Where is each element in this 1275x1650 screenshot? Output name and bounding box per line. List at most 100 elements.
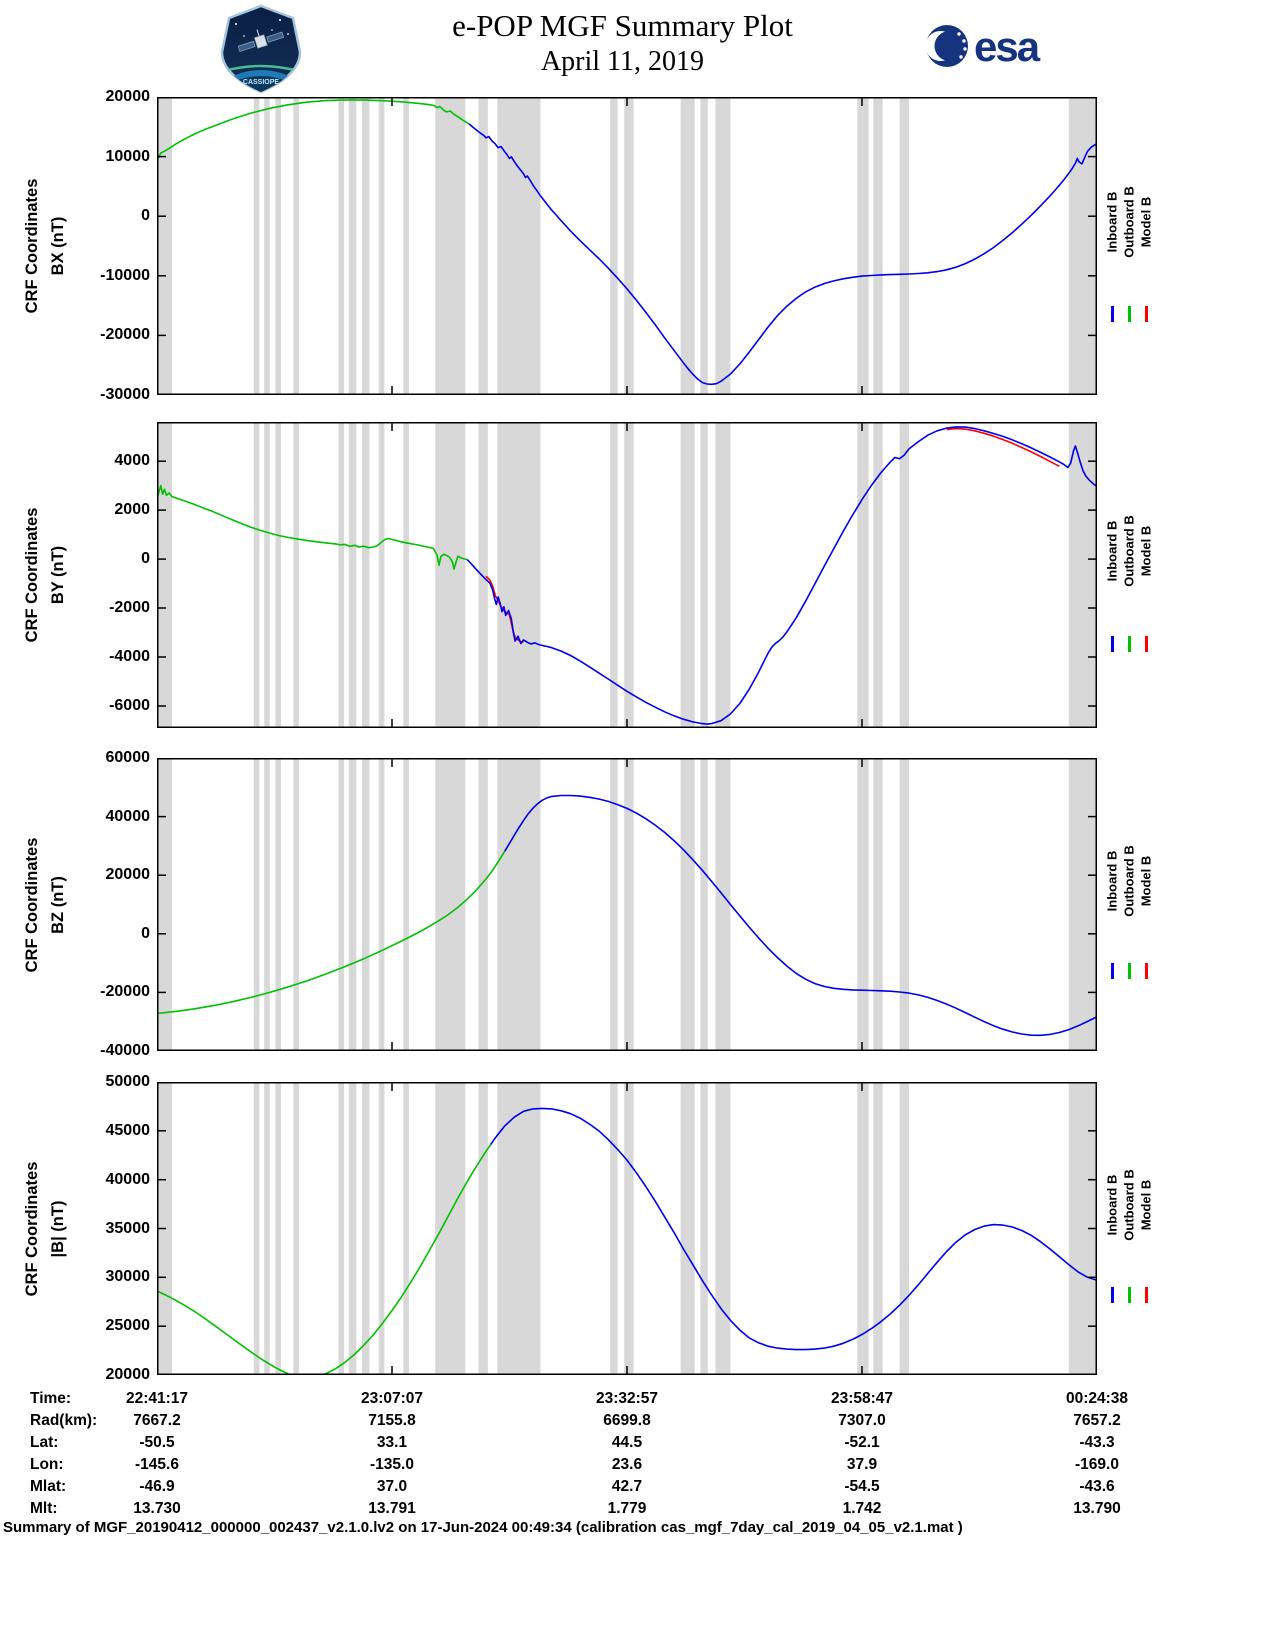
y-axis-label-line2: BZ (nT) [49,875,67,934]
data-gap-band [275,758,281,1051]
data-gap-band [253,97,260,395]
table-row-label: Time: [30,1390,72,1407]
data-gap-band [700,1082,708,1375]
data-gap-band [264,1082,270,1375]
table-cell: 1.742 [842,1500,882,1517]
table-cell: -52.1 [844,1434,880,1451]
data-gap-band [293,97,299,395]
table-cell: 13.790 [1073,1500,1121,1517]
data-gap-band [700,97,708,395]
data-gap-band [253,1082,260,1375]
y-axis-label: CRF Coordinates BY (nT) [19,508,71,643]
y-axis-label-line1: CRF Coordinates [23,837,41,972]
table-row-label: Mlat: [30,1478,67,1495]
data-gap-band [378,758,385,1051]
data-gap-band [361,422,370,728]
plot-title-line2: April 11, 2019 [540,46,705,77]
y-tick-label: -10000 [100,266,150,284]
data-gap-band [610,1082,618,1375]
y-axis-label-line2: |B| (nT) [49,1200,67,1257]
data-gap-band [264,422,270,728]
y-tick-label: 0 [141,207,150,225]
data-gap-band [293,1082,299,1375]
data-gap-band [624,97,634,395]
data-gap-band [275,422,281,728]
table-cell: 23:58:47 [830,1390,894,1407]
series-inboard-b [468,123,1097,386]
y-tick-label: 20000 [105,88,151,105]
table-cell: 7657.2 [1073,1412,1121,1429]
y-tick-label: 0 [141,924,150,942]
table-cell: 23:07:07 [360,1390,424,1407]
table-row-label: Rad(km): [30,1412,98,1429]
panel-frame [157,1082,1097,1375]
series-inboard-b [504,794,1097,1037]
y-axis-label-line1: CRF Coordinates [23,178,41,314]
table-cell: -50.5 [139,1434,175,1451]
data-gap-band [680,97,695,395]
data-gap-band [478,1082,488,1375]
patch-label: CASSIOPE [243,79,280,86]
data-gap-band [700,758,708,1051]
table-cell: 33.1 [376,1434,408,1451]
panel-frame [157,422,1097,728]
data-gap-band [899,758,909,1051]
table-cell: -46.9 [139,1478,175,1495]
legend-swatch-model [1144,305,1148,322]
data-gap-band [361,1082,370,1375]
data-gap-band [715,1082,731,1375]
data-gap-band [157,422,172,728]
table-row-label: Mlt: [30,1500,58,1517]
data-gap-band [338,758,344,1051]
data-gap-band [403,97,409,395]
data-gap-band [1068,422,1097,728]
panel-btot [157,1082,1097,1375]
table-cell: -145.6 [135,1456,179,1473]
data-gap-band [624,422,634,728]
data-gap-band [1068,97,1097,395]
data-gap-band [378,422,385,728]
y-tick-label: 40000 [105,807,151,825]
y-tick-label: 45000 [105,1121,151,1139]
data-gap-band [264,97,270,395]
footer-text: Summary of MGF_20190412_000000_002437_v2… [3,1519,963,1536]
esa-wordmark: esa [974,23,1041,70]
y-tick-label: 25000 [105,1317,151,1335]
data-gap-band [899,1082,909,1375]
table-row-label: Lon: [30,1456,64,1473]
table-cell: 23.6 [611,1456,643,1473]
data-gap-band [293,422,299,728]
table-cell: 7667.2 [133,1412,181,1429]
data-gap-band [715,97,731,395]
data-gap-band [403,758,409,1051]
legend-label-inboard: Inboard B [1104,191,1120,253]
y-tick-label: -4000 [109,648,150,665]
data-gap-band [348,97,357,395]
y-axis-label-line2: BX (nT) [49,216,67,276]
table-cell: 6699.8 [603,1412,651,1429]
y-tick-label: -40000 [100,1042,150,1059]
table-cell: -135.0 [370,1456,414,1473]
table-cell: -43.3 [1079,1434,1115,1451]
data-gap-band [857,1082,869,1375]
data-gap-band [403,1082,409,1375]
y-tick-label: 50000 [105,1073,151,1090]
data-gap-band [624,758,634,1051]
data-gap-band [715,422,731,728]
table-cell: -43.6 [1079,1478,1115,1495]
y-tick-label: 30000 [105,1268,151,1286]
y-tick-label: 2000 [114,501,150,519]
y-tick-label: -20000 [100,983,150,1001]
data-gap-band [873,758,883,1051]
data-gap-band [435,1082,466,1375]
y-tick-label: 40000 [105,1170,151,1188]
y-axis-label: CRF Coordinates |B| (nT) [19,1161,71,1296]
data-gap-band [497,97,541,395]
legend-label-outboard: Outboard B [1121,514,1137,587]
y-tick-label: 10000 [105,147,151,165]
table-cell: 42.7 [611,1478,643,1495]
data-gap-band [275,97,281,395]
data-gap-band [338,422,344,728]
data-gap-band [378,1082,385,1375]
y-axis-label-line2: BY (nT) [49,545,67,605]
